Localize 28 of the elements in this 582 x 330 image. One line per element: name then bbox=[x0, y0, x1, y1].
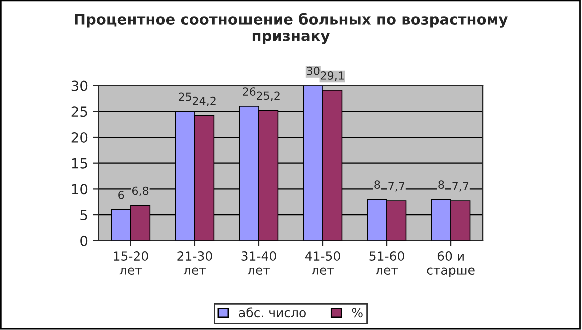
data-label: 6,8 bbox=[132, 186, 149, 196]
data-label: 29,1 bbox=[321, 72, 344, 82]
y-tick-label: 30 bbox=[72, 80, 88, 92]
y-tick-label: 15 bbox=[72, 158, 88, 169]
data-label: 26 bbox=[243, 88, 256, 96]
x-tick-label: 31-40 лет bbox=[242, 252, 276, 275]
x-tick-label: 41-50 лет bbox=[305, 252, 340, 275]
x-tick-label: 51-60 лет bbox=[370, 252, 404, 275]
data-label: 6 bbox=[118, 190, 124, 200]
data-label: 30 bbox=[307, 66, 320, 76]
x-tick-label: 21-30 лет bbox=[178, 252, 212, 275]
data-label: 7,7 bbox=[388, 182, 405, 192]
chart-title: Процентное соотношение больных по возрастному признаку bbox=[75, 13, 508, 44]
data-label: 8 bbox=[438, 180, 444, 190]
x-tick-label: 60 и старше bbox=[427, 252, 475, 278]
data-label: 8 bbox=[374, 180, 380, 190]
data-label: 25 bbox=[179, 92, 192, 102]
y-tick-label: 0 bbox=[80, 236, 88, 246]
y-tick-label: 10 bbox=[72, 184, 88, 195]
data-label: 25,2 bbox=[257, 92, 280, 102]
y-tick-label: 5 bbox=[80, 210, 88, 221]
data-label: 7,7 bbox=[452, 182, 469, 192]
x-tick-label: 15-20 лет bbox=[114, 252, 148, 275]
data-label: 24,2 bbox=[193, 96, 216, 106]
y-tick-label: 20 bbox=[72, 132, 88, 143]
legend-label: % bbox=[352, 308, 363, 318]
y-tick-label: 25 bbox=[72, 106, 88, 118]
legend-label: абс. число bbox=[239, 308, 306, 318]
